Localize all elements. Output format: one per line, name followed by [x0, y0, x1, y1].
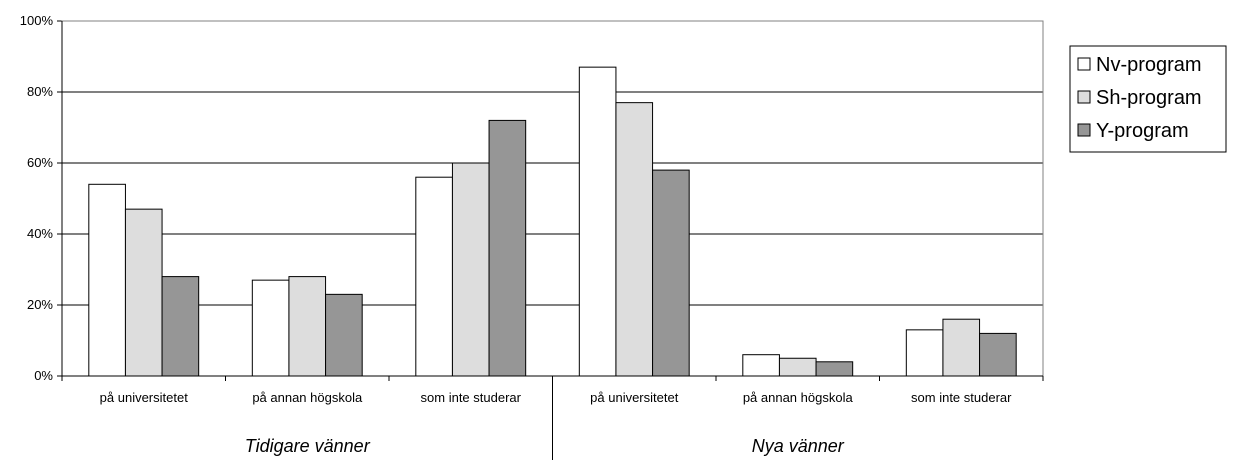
y-tick-label: 40%: [27, 226, 53, 241]
bar: [942, 318, 981, 377]
bar: [288, 276, 327, 377]
x-tick-label: på universitetet: [100, 390, 189, 405]
plot-frame: [61, 20, 1044, 377]
x-tick-label: som inte studerar: [911, 390, 1012, 405]
bar: [979, 332, 1017, 377]
group-label: Nya vänner: [752, 436, 845, 456]
group-label: Tidigare vänner: [245, 436, 371, 456]
bar: [578, 66, 617, 377]
legend-label: Y-program: [1096, 120, 1189, 142]
legend: Nv-program Sh-program Y-program: [1069, 45, 1227, 153]
x-axis-labels: på universitetet på annan högskola som int…: [61, 376, 1044, 405]
bar: [815, 361, 854, 377]
legend-swatch: [1077, 57, 1091, 71]
y-tick-label: 20%: [27, 297, 53, 312]
bar: [88, 183, 126, 377]
y-axis-ticks: 0% 20% 40% 60% 80% 100%: [20, 13, 62, 383]
bar: [615, 102, 654, 377]
bar: [652, 169, 690, 377]
legend-label: Nv-program: [1096, 54, 1202, 76]
x-tick-label: på universitetet: [590, 390, 679, 405]
bar: [415, 176, 453, 377]
x-tick-label: som inte studerar: [421, 390, 522, 405]
group-labels: Tidigare vänner Nya vänner: [245, 376, 845, 460]
bar: [778, 357, 817, 377]
bar: [325, 293, 363, 377]
y-tick-label: 0%: [34, 368, 53, 383]
legend-swatch: [1077, 123, 1091, 137]
bars: [88, 66, 1017, 377]
bar: [161, 276, 200, 377]
bar: [251, 279, 290, 377]
x-tick-label: på annan högskola: [743, 390, 854, 405]
bar: [451, 162, 490, 377]
bar: [905, 329, 944, 377]
y-tick-label: 100%: [20, 13, 54, 28]
bar: [742, 354, 780, 377]
legend-box: [1069, 45, 1227, 153]
bar: [488, 119, 527, 377]
legend-label: Sh-program: [1096, 87, 1202, 109]
y-tick-label: 60%: [27, 155, 53, 170]
legend-swatch: [1077, 90, 1091, 104]
bar: [124, 208, 163, 377]
axes: [61, 20, 1044, 377]
x-tick-label: på annan högskola: [252, 390, 363, 405]
y-tick-label: 80%: [27, 84, 53, 99]
gridlines: [62, 91, 1043, 306]
